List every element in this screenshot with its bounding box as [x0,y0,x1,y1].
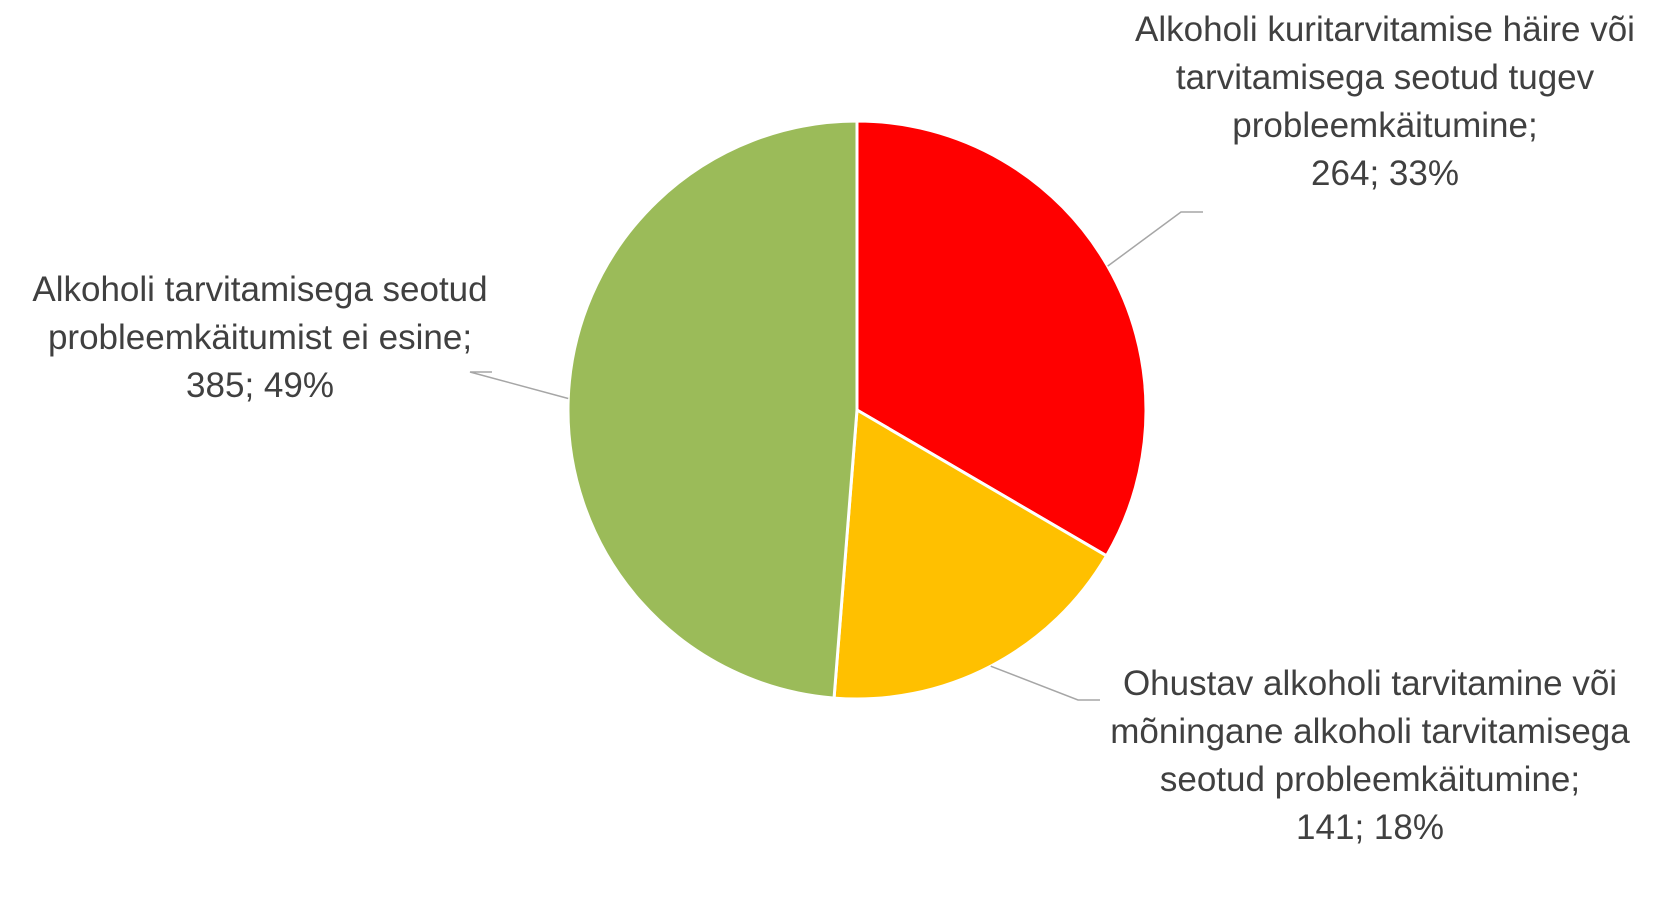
slice-label-value: 141; 18% [1296,808,1444,847]
slice-label-severe: Alkoholi kuritarvitamise häire või tarvi… [1125,6,1645,198]
pie-slice-none [566,119,859,700]
pie-slice-hazardous [832,407,1109,701]
leader-line-severe [1107,211,1203,267]
pie-slices [566,119,1148,701]
slice-label-hazardous: Ohustav alkoholi tarvitamine või mõninga… [1080,660,1660,852]
slice-label-name: Ohustav alkoholi tarvitamine või mõninga… [1110,664,1630,799]
slice-label-value: 264; 33% [1311,154,1459,193]
leader-lines [469,211,1203,701]
slice-label-none: Alkoholi tarvitamisega seotud probleemkä… [0,266,520,410]
slice-label-name: Alkoholi kuritarvitamise häire või tarvi… [1135,10,1635,145]
leader-line-hazardous [990,665,1100,701]
leader-line-none [469,371,569,400]
slice-label-name: Alkoholi tarvitamisega seotud probleemkä… [32,270,488,357]
slice-label-value: 385; 49% [186,366,334,405]
pie-slice-severe [855,119,1148,558]
